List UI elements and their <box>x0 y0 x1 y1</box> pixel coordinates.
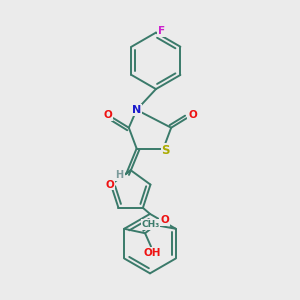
Text: O: O <box>105 180 114 190</box>
Text: S: S <box>161 143 170 157</box>
Text: H: H <box>116 170 124 180</box>
Text: O: O <box>103 110 112 120</box>
Text: OH: OH <box>144 248 161 258</box>
Text: F: F <box>158 26 165 36</box>
Text: O: O <box>188 110 197 120</box>
Text: CH₃: CH₃ <box>141 220 160 229</box>
Text: N: N <box>132 105 141 115</box>
Text: O: O <box>160 215 169 225</box>
